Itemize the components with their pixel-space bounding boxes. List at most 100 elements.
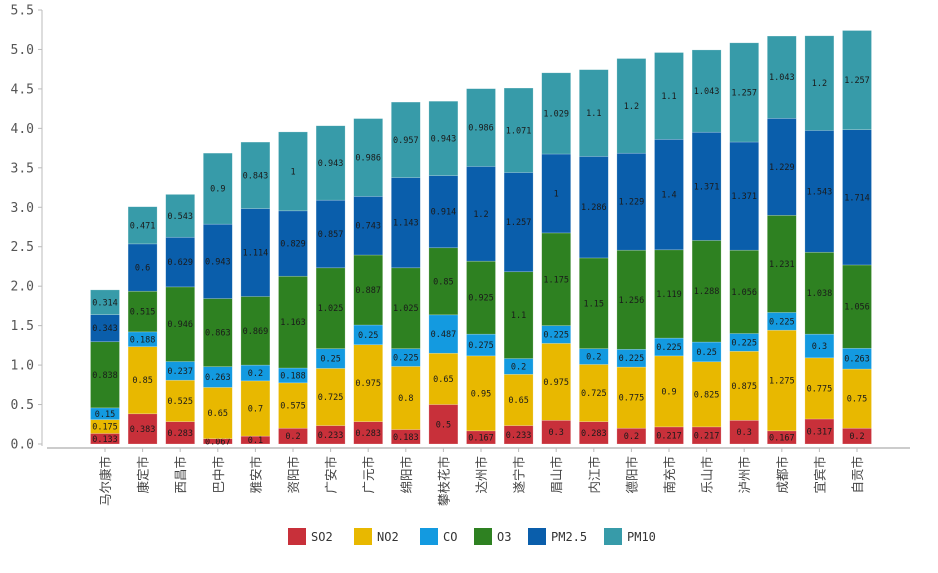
bar-segment-co[interactable]: [315, 348, 346, 369]
bar-segment-no2[interactable]: [691, 361, 722, 428]
bar-segment-pm25[interactable]: [203, 223, 233, 299]
bar-stack: 0.217 0.9 0.225 1.119 1.4 1.1: [654, 52, 684, 445]
bar-segment-co[interactable]: [278, 367, 308, 384]
data-label: 0.875: [731, 382, 757, 392]
bar-segment-pm25[interactable]: [466, 166, 496, 262]
legend-item-co[interactable]: CO: [420, 528, 457, 545]
bar-segment-no2[interactable]: [541, 343, 572, 421]
bar-segment-pm25[interactable]: [503, 172, 534, 273]
bar-segment-no2[interactable]: [804, 357, 835, 420]
bar-segment-pm10[interactable]: [578, 69, 609, 157]
bar-segment-no2[interactable]: [278, 382, 308, 429]
bar-segment-pm10[interactable]: [165, 194, 195, 238]
bar-segment-pm25[interactable]: [127, 243, 158, 292]
bar-segment-o3[interactable]: [654, 249, 684, 339]
bar-segment-pm10[interactable]: [804, 35, 835, 131]
bar-segment-no2[interactable]: [315, 368, 346, 426]
bar-segment-pm10[interactable]: [390, 101, 421, 178]
bar-segment-o3[interactable]: [90, 341, 120, 409]
bar-segment-co[interactable]: [390, 348, 421, 367]
bar-segment-pm10[interactable]: [541, 72, 572, 155]
bar-segment-no2[interactable]: [616, 366, 647, 429]
bar-segment-pm25[interactable]: [691, 131, 722, 241]
data-label: 1.056: [844, 303, 870, 313]
bar-segment-no2[interactable]: [165, 379, 195, 422]
bar-segment-o3[interactable]: [315, 267, 346, 349]
bar-segment-no2[interactable]: [842, 368, 872, 429]
bar-segment-o3[interactable]: [390, 267, 421, 349]
bar-segment-pm10[interactable]: [842, 30, 872, 131]
bar-segment-pm25[interactable]: [428, 175, 459, 249]
bar-segment-so2[interactable]: [804, 418, 835, 445]
bar-segment-no2[interactable]: [353, 344, 384, 422]
bar-segment-o3[interactable]: [578, 257, 609, 349]
bar-segment-pm25[interactable]: [541, 153, 572, 234]
bar-segment-pm10[interactable]: [315, 125, 346, 201]
bar-segment-pm25[interactable]: [729, 141, 760, 251]
bar-segment-no2[interactable]: [428, 352, 459, 405]
bar-stack: 0.283 0.725 0.2 1.15 1.286 1.1: [578, 69, 609, 445]
bar-segment-o3[interactable]: [503, 271, 534, 359]
bar-segment-o3[interactable]: [541, 232, 572, 326]
bar-segment-so2[interactable]: [127, 413, 158, 445]
bar-segment-pm25[interactable]: [315, 199, 346, 269]
bar-segment-pm10[interactable]: [766, 35, 797, 119]
bar-segment-o3[interactable]: [729, 249, 760, 334]
bar-segment-pm25[interactable]: [390, 177, 421, 269]
bar-segment-o3[interactable]: [240, 296, 271, 366]
legend-swatch: [604, 528, 622, 545]
bar-segment-pm25[interactable]: [842, 129, 872, 266]
legend-item-so2[interactable]: SO2: [288, 528, 333, 545]
bar-segment-pm25[interactable]: [278, 210, 308, 277]
data-label: 0.1: [248, 436, 263, 446]
data-label: 1.163: [280, 318, 306, 328]
bar-segment-pm10[interactable]: [240, 141, 271, 209]
bar-segment-pm10[interactable]: [127, 206, 158, 245]
bar-segment-pm10[interactable]: [353, 118, 384, 197]
bar-segment-pm10[interactable]: [428, 100, 459, 176]
bar-segment-o3[interactable]: [691, 240, 722, 343]
bar-segment-pm10[interactable]: [466, 88, 496, 167]
bar-segment-pm10[interactable]: [616, 58, 647, 154]
legend-label: O3: [497, 530, 511, 544]
bar-segment-pm10[interactable]: [503, 87, 534, 173]
legend-item-pm10[interactable]: PM10: [604, 528, 656, 545]
bar-segment-o3[interactable]: [428, 247, 459, 316]
bar-segment-o3[interactable]: [766, 215, 797, 313]
legend-item-o3[interactable]: O3: [474, 528, 511, 545]
bar-segment-pm10[interactable]: [90, 289, 120, 315]
bar-segment-no2[interactable]: [203, 387, 233, 440]
bar-segment-pm25[interactable]: [616, 152, 647, 251]
bar-segment-pm10[interactable]: [729, 42, 760, 143]
bar-segment-o3[interactable]: [203, 298, 233, 367]
bar-segment-so2[interactable]: [578, 421, 609, 445]
bar-segment-o3[interactable]: [804, 251, 835, 335]
bar-segment-o3[interactable]: [165, 286, 195, 362]
bar-segment-pm25[interactable]: [654, 139, 684, 251]
bar-segment-no2[interactable]: [729, 350, 760, 421]
data-label: 0.2: [849, 432, 864, 442]
bar-segment-pm10[interactable]: [203, 152, 233, 225]
bar-segment-o3[interactable]: [353, 254, 384, 326]
bar-segment-pm25[interactable]: [240, 208, 271, 297]
bar-segment-o3[interactable]: [842, 264, 872, 349]
bar-segment-pm10[interactable]: [691, 49, 722, 133]
bar-segment-no2[interactable]: [127, 346, 158, 415]
bar-segment-pm25[interactable]: [578, 156, 609, 259]
bar-segment-pm25[interactable]: [353, 196, 384, 256]
bar-segment-pm10[interactable]: [654, 52, 684, 140]
bar-segment-no2[interactable]: [654, 355, 684, 428]
bar-segment-no2[interactable]: [240, 380, 271, 437]
bar-segment-o3[interactable]: [127, 290, 158, 333]
bar-segment-no2[interactable]: [766, 329, 797, 432]
legend-item-no2[interactable]: NO2: [354, 528, 399, 545]
bar-segment-pm25[interactable]: [766, 118, 797, 216]
data-label: 1.256: [619, 296, 645, 306]
legend-item-pm25[interactable]: PM2.5: [528, 528, 587, 545]
bar-segment-so2[interactable]: [428, 404, 459, 445]
bar-segment-pm10[interactable]: [278, 131, 308, 212]
bar-segment-pm25[interactable]: [165, 236, 195, 288]
bar-segment-co[interactable]: [428, 314, 459, 354]
bar-segment-so2[interactable]: [203, 438, 233, 445]
bar-segment-o3[interactable]: [466, 260, 496, 335]
